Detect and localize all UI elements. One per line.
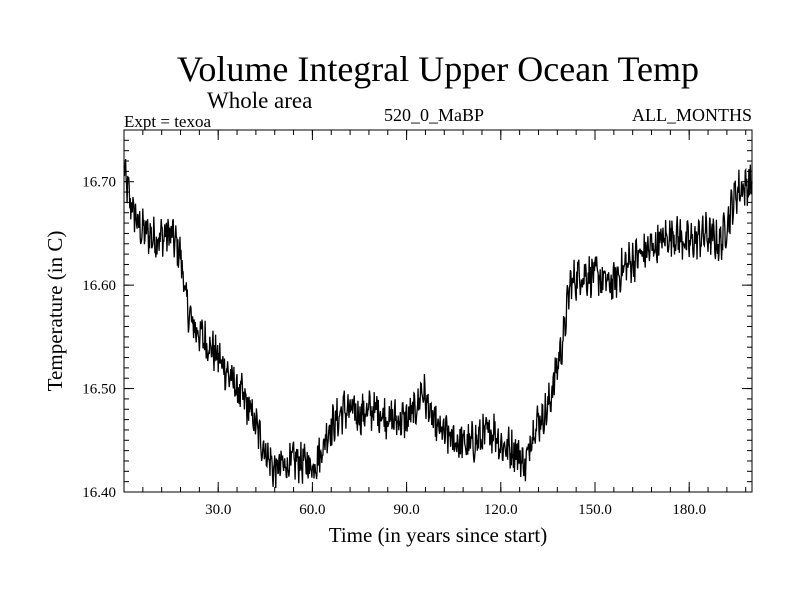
- x-tick-label: 30.0: [205, 502, 231, 518]
- temperature-line: [123, 158, 753, 489]
- x-tick-label: 150.0: [578, 502, 612, 518]
- x-axis-label: Time (in years since start): [329, 523, 548, 547]
- experiment-label: Expt = texoa: [124, 112, 212, 131]
- period-label: 520_0_MaBP: [384, 105, 485, 125]
- months-label: ALL_MONTHS: [632, 105, 752, 125]
- tick-labels: 30.0 60.0 90.0 120.0 150.0 180.0 16.40 16.50 16.…: [82, 175, 706, 518]
- y-tick-label: 16.50: [82, 382, 116, 398]
- y-axis-label: Temperature (in C): [43, 231, 67, 392]
- y-tick-label: 16.40: [82, 485, 116, 501]
- x-tick-label: 120.0: [484, 502, 518, 518]
- y-tick-label: 16.70: [82, 175, 116, 191]
- x-tick-label: 90.0: [393, 502, 419, 518]
- chart-title: Volume Integral Upper Ocean Temp: [177, 49, 699, 89]
- chart-subtitle: Whole area: [207, 88, 313, 113]
- y-tick-label: 16.60: [82, 278, 116, 294]
- axis-ticks: [123, 129, 752, 493]
- plot-frame: [123, 129, 753, 493]
- x-tick-label: 180.0: [672, 502, 706, 518]
- x-tick-label: 60.0: [299, 502, 325, 518]
